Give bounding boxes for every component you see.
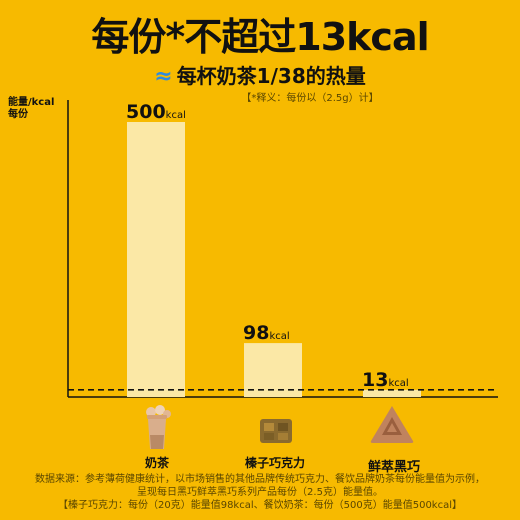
bar-0 — [127, 122, 185, 397]
definition-note: 【*释义：每份以（2.5g）计】 — [241, 93, 379, 104]
y-axis-label: 能量/kcal 每份 — [8, 97, 55, 120]
category-label-hazelnut-chocolate: 榛子巧克力 — [244, 456, 305, 470]
value-label-0: 500kcal — [126, 101, 186, 123]
footer-source-line2: 呈现每日黑巧鲜萃黑巧系列产品每份（2.5克）能量值。 — [137, 487, 383, 498]
footer-source-line1: 数据来源：参考薄荷健康统计，以市场销售的其他品牌传统巧克力、餐饮品牌奶茶每份能量… — [35, 474, 485, 485]
bar-1 — [244, 343, 302, 397]
subtitle-text: 每杯奶茶1/38的热量 — [176, 64, 366, 88]
subtitle: ≈ 每杯奶茶1/38的热量 — [0, 60, 520, 89]
milk-tea-icon — [146, 405, 171, 449]
footer-source-line3: 【榛子巧克力：每份（20克）能量值98kcal、餐饮奶茶：每份（500克）能量值… — [57, 500, 462, 511]
bar-2 — [363, 389, 421, 397]
chocolate-icon — [260, 419, 292, 443]
triangle-chocolate-icon — [370, 406, 414, 443]
approx-icon: ≈ — [154, 64, 173, 89]
page-title: 每份*不超过13kcal — [91, 15, 429, 59]
category-label-fresh-dark-chocolate: 鲜萃黑巧 — [367, 460, 420, 475]
value-label-2: 13kcal — [362, 369, 409, 391]
value-label-1: 98kcal — [243, 322, 290, 344]
category-label-milk-tea: 奶茶 — [144, 456, 169, 470]
